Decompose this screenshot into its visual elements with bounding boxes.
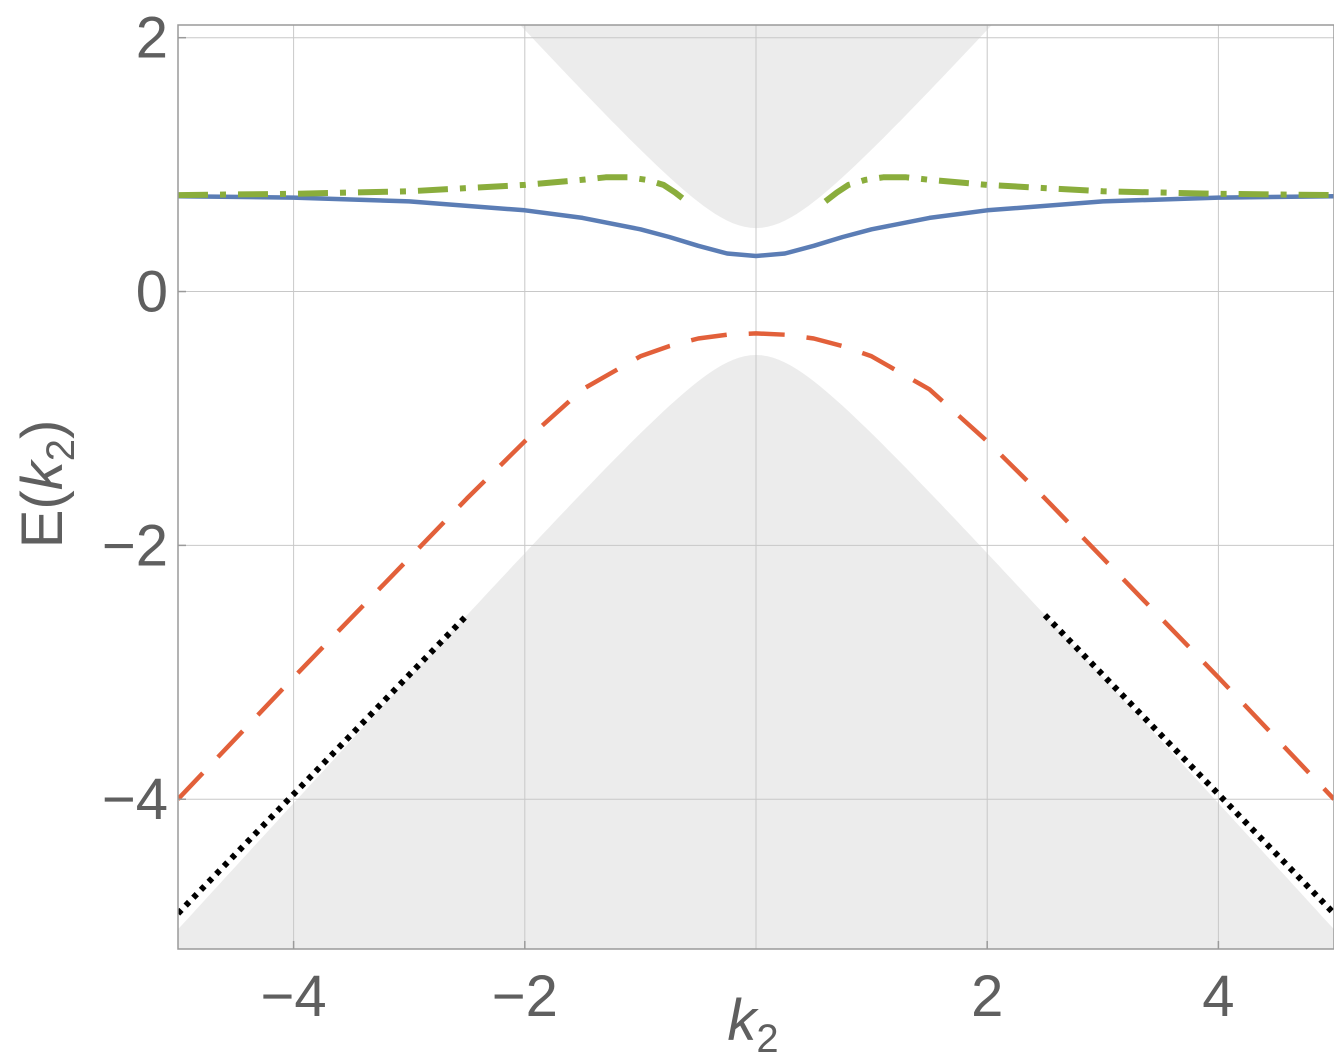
x-tick-label: −4: [261, 964, 327, 1029]
y-tick-label: −4: [102, 767, 168, 832]
y-tick-label: −2: [102, 513, 168, 578]
x-axis-label: k2: [727, 988, 778, 1061]
x-tick-label: 2: [971, 964, 1003, 1029]
series-solid-line: [178, 194, 1334, 259]
y-tick-label: 2: [136, 6, 168, 71]
y-axis-label-suffix: ): [10, 420, 75, 439]
y-axis-label: E(k2): [10, 420, 83, 549]
plot-frame: [177, 24, 1334, 950]
y-tick-label: 0: [136, 260, 168, 325]
x-tick-label: 4: [1202, 964, 1234, 1029]
tick-marks: [178, 36, 1220, 949]
x-axis-label-sub: 2: [756, 1017, 778, 1061]
series-group: [178, 174, 1334, 916]
series-dotted-line-2: [1042, 613, 1334, 916]
series-dash-dot-line-2: [823, 174, 1334, 204]
x-tick-label: −2: [492, 964, 558, 1029]
series-dash-dot-line-1: [178, 174, 689, 204]
x-axis-label-base: k: [727, 988, 759, 1053]
y-axis-label-base: k: [10, 458, 75, 490]
tick-labels: −4 −2 2 4 2 0 −2 −4: [102, 6, 1235, 1029]
series-dotted-line-1: [178, 613, 470, 916]
series-dashed-line: [178, 331, 1334, 801]
y-axis-label-prefix: E(: [10, 490, 75, 548]
y-axis-label-sub: 2: [39, 439, 83, 461]
